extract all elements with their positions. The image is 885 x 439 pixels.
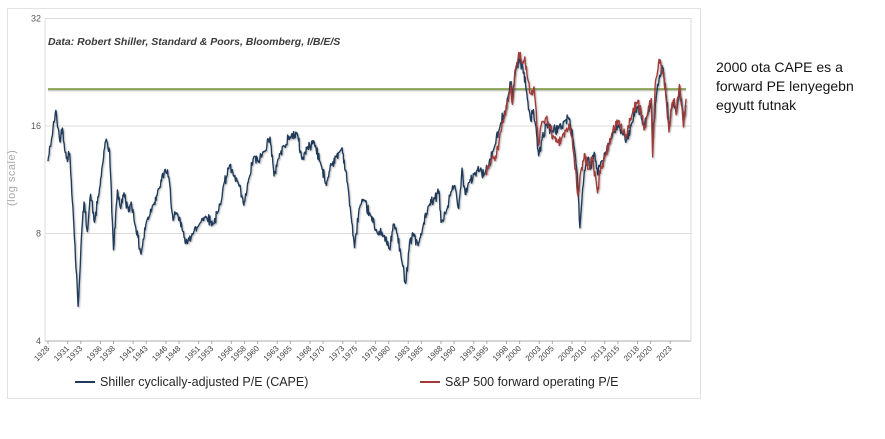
- cape-line-swatch: [75, 381, 95, 383]
- data-source-note: Data: Robert Shiller, Standard & Poors, …: [48, 36, 341, 48]
- x-tick-label-2023: 2023: [655, 344, 674, 363]
- legend-label-forward-pe: S&P 500 forward operating P/E: [445, 375, 619, 389]
- side-annotation: 2000 ota CAPE es a forward PE lenyegebn …: [716, 58, 884, 115]
- forward-pe-line-swatch: [420, 381, 440, 383]
- x-tick-label-1985: 1985: [406, 344, 425, 363]
- x-tick-label-1975: 1975: [340, 344, 359, 363]
- chart-frame: [7, 8, 701, 399]
- x-tick-label-2000: 2000: [504, 344, 523, 363]
- forward-pe-series-line: [484, 51, 687, 197]
- x-tick-label-1990: 1990: [439, 344, 458, 363]
- legend-label-cape: Shiller cyclically-adjusted P/E (CAPE): [100, 375, 309, 389]
- x-tick-label-2010: 2010: [570, 344, 589, 363]
- annotation-line-1: 2000 ota CAPE es a: [716, 59, 843, 75]
- legend-item-forward-pe: S&P 500 forward operating P/E: [420, 375, 619, 389]
- x-tick-label-1948: 1948: [163, 344, 182, 363]
- x-tick-label-2015: 2015: [602, 344, 621, 363]
- x-tick-label-1953: 1953: [196, 344, 215, 363]
- x-tick-label-1965: 1965: [275, 344, 294, 363]
- y-tick-label-8: 8: [36, 229, 41, 239]
- x-tick-label-2005: 2005: [537, 344, 556, 363]
- annotation-line-3: egyutt futnak: [716, 97, 797, 114]
- x-tick-label-2020: 2020: [635, 344, 654, 363]
- x-tick-label-1960: 1960: [242, 344, 261, 363]
- x-tick-label-1928: 1928: [32, 344, 51, 363]
- cape-series-line: [47, 57, 687, 308]
- y-tick-label-16: 16: [31, 121, 41, 131]
- x-tick-label-1938: 1938: [98, 344, 117, 363]
- x-tick-label-1933: 1933: [65, 344, 84, 363]
- y-tick-label-32: 32: [31, 14, 41, 24]
- x-tick-label-1980: 1980: [373, 344, 392, 363]
- x-tick-label-1943: 1943: [131, 344, 150, 363]
- x-tick-label-1995: 1995: [471, 344, 490, 363]
- y-tick-label-4: 4: [36, 336, 41, 346]
- x-tick-label-1970: 1970: [308, 344, 327, 363]
- y-axis-title: (log scale): [6, 149, 18, 207]
- annotation-line-2: forward PE lenyegebn: [716, 78, 854, 95]
- legend-item-cape: Shiller cyclically-adjusted P/E (CAPE): [75, 375, 308, 389]
- chart-legend: Shiller cyclically-adjusted P/E (CAPE) S…: [0, 375, 694, 395]
